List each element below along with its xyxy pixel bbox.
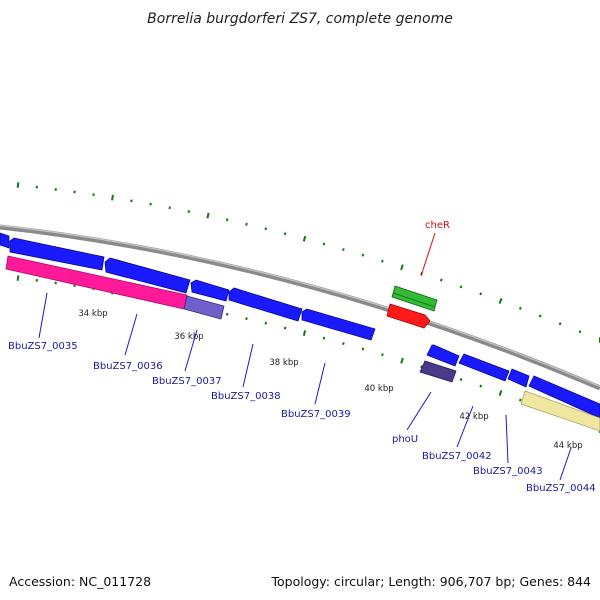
gc-dot [342,342,345,346]
gc-dot [92,193,95,197]
cds-arrow[interactable] [190,279,230,302]
cds-arrow[interactable] [301,308,376,341]
cds-arrow[interactable] [9,237,105,271]
gc-dot [400,264,404,271]
gene-label-phoU[interactable]: phoU [392,434,418,445]
red-feature-arrow[interactable] [386,303,431,329]
gene-label-0035[interactable]: BbuZS7_0035 [8,341,78,352]
cds-arrow[interactable] [528,375,600,419]
darkpurple-feature-bar[interactable] [419,360,457,383]
scale-label-44kbp: 44 kbp [553,441,582,451]
scale-label-34kbp: 34 kbp [78,309,107,319]
gc-dot [168,206,171,210]
gc-dot [498,390,503,396]
genome-backbone-highlight [0,224,600,388]
gc-dot [283,232,287,236]
gc-dot [518,398,522,402]
gc-dot [361,347,365,351]
gc-dot [459,285,463,289]
gc-dot [130,199,133,203]
scale-labels: 34 kbp 36 kbp 38 kbp 40 kbp 42 kbp 44 kb… [78,309,582,451]
accession-text: Accession: NC_011728 [9,574,151,589]
gc-dot [35,185,38,189]
gc-dot [54,281,57,285]
cds-arrow[interactable] [458,353,510,382]
gc-dot [302,235,307,242]
gc-dot [459,378,463,382]
gc-dot [400,357,404,364]
cds-arrow[interactable] [507,368,530,388]
gene-labels: cheR BbuZS7_0035 BbuZS7_0036 BbuZS7_0037… [8,220,596,494]
gc-dot [558,322,562,326]
scale-label-42kbp: 42 kbp [459,412,488,422]
leader-0039 [314,362,326,405]
gene-label-0044[interactable]: BbuZS7_0044 [526,483,596,494]
gc-dot [322,336,326,340]
gc-dot [73,284,76,288]
cds-arrow[interactable] [104,257,191,294]
gc-dot [16,182,20,188]
gc-dot [149,202,152,206]
gc-dot [302,330,307,336]
map-title: Borrelia burgdorferi ZS7, complete genom… [147,11,453,27]
cds-arrow[interactable] [0,232,10,249]
gc-dot [206,212,210,219]
gc-dot [187,210,191,213]
gc-dot [578,330,582,334]
gc-dot [225,218,229,222]
label-leaders [38,232,572,481]
gc-dot [225,312,229,316]
cds-arrow[interactable] [228,287,303,322]
gc-dot [439,278,443,282]
gc-dot [322,242,326,246]
gc-dot [111,194,114,201]
gc-dot [54,188,57,191]
gc-dot [245,317,248,321]
genome-backbone [0,224,600,391]
gc-dot [16,275,20,281]
leader-0037 [184,329,198,372]
gene-label-0036[interactable]: BbuZS7_0036 [93,361,163,372]
gc-dot [479,292,483,296]
gc-dot [479,384,483,388]
gc-dot [518,306,522,310]
leader-0036 [124,313,138,356]
scale-label-38kbp: 38 kbp [269,358,298,368]
gc-dot [73,190,76,194]
gc-content-track [16,182,600,343]
leader-0035 [38,292,48,339]
lavender-feature-bar[interactable] [183,295,225,320]
gc-dot [264,321,268,325]
gc-dot [381,353,384,357]
gc-dot [245,222,248,226]
scale-label-40kbp: 40 kbp [364,384,393,394]
leader-0042 [456,405,474,448]
gene-label-0038[interactable]: BbuZS7_0038 [211,391,281,402]
leader-0044 [559,447,572,481]
green-feature-stripe [392,292,436,308]
cds-arrow[interactable] [426,344,460,367]
gene-label-0042[interactable]: BbuZS7_0042 [422,451,492,462]
leader-0038 [242,343,254,388]
gc-dot [538,314,542,318]
yellow-feature-bar[interactable] [520,390,600,432]
gene-label-cheR[interactable]: cheR [425,220,450,231]
gene-label-0039[interactable]: BbuZS7_0039 [281,409,351,420]
gc-dot [264,227,268,231]
leader-0043 [505,414,509,464]
gc-dot [381,259,384,263]
leader-phoU [406,391,432,431]
gc-dot [283,326,287,330]
cds-track [0,232,600,419]
genome-summary-text: Topology: circular; Length: 906,707 bp; … [271,574,592,589]
gc-dot [342,248,345,252]
gc-dot [498,298,503,304]
gc-dot [361,253,365,257]
gene-label-0043[interactable]: BbuZS7_0043 [473,466,543,477]
gc-dot [35,278,38,282]
leader-cheR [420,232,436,277]
gene-label-0037[interactable]: BbuZS7_0037 [152,376,222,387]
scale-label-36kbp: 36 kbp [174,332,203,342]
